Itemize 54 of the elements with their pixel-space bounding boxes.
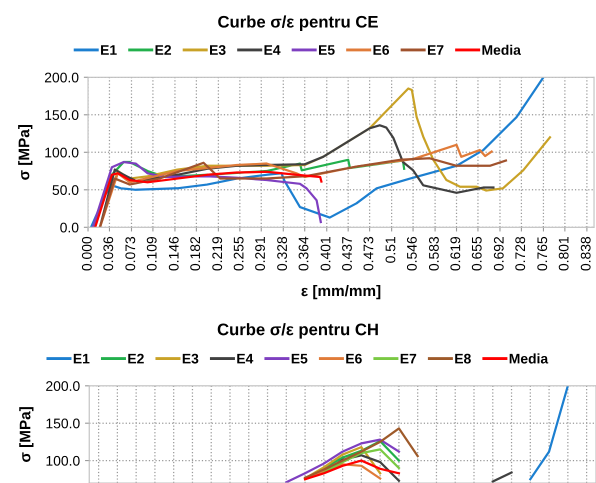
x-tick-label: 0.291 [255, 237, 265, 271]
x-tick-label: 0.146 [168, 236, 179, 271]
x-tick-label: 0.838 [580, 236, 591, 271]
legend-label: Media [510, 353, 548, 364]
legend-label: E2 [156, 45, 172, 55]
legend-label: E3 [210, 45, 226, 55]
x-tick-label: 0.619 [450, 236, 460, 271]
x-tick-label: 0.182 [190, 237, 200, 271]
x-tick-label: 0.728 [515, 236, 526, 271]
x-tick-label: 0.219 [212, 236, 222, 271]
x-tick-label: 0.801 [558, 237, 569, 271]
legend-label: E4 [237, 354, 254, 364]
legend-label: E6 [346, 354, 362, 364]
y-axis-title: σ [MPa] [18, 125, 32, 180]
y-tick-label: 200.0 [44, 72, 78, 82]
x-tick-label: 0.109 [146, 236, 157, 271]
legend-label: E5 [318, 45, 335, 55]
y-tick-label: 200.0 [46, 381, 80, 391]
legend-label: E6 [373, 45, 390, 55]
y-tick-label: 50.0 [52, 185, 78, 195]
x-tick-label: 0.073 [125, 236, 136, 271]
x-tick-label: 0.583 [428, 236, 439, 271]
chart-title: Curbe σ/ε pentru CE [218, 15, 378, 31]
legend-label: E7 [400, 354, 416, 364]
x-tick-label: 0.765 [537, 236, 548, 271]
x-tick-label: 0.328 [277, 236, 288, 271]
y-axis-title: σ [MPa] [19, 407, 34, 462]
x-tick-label: 0.546 [406, 236, 417, 271]
legend-label: E5 [292, 354, 308, 364]
legend-label: E1 [74, 354, 90, 364]
legend-label: E2 [128, 354, 144, 364]
y-tick-label: 100.0 [45, 148, 78, 158]
x-tick-label: 0.364 [298, 236, 308, 271]
legend-label: E1 [101, 45, 117, 55]
legend-label: E7 [428, 45, 444, 55]
y-tick-label: 150.0 [45, 110, 78, 120]
y-tick-label: 150.0 [46, 418, 80, 428]
chart-title: Curbe σ/ε pentru CH [218, 323, 378, 339]
x-tick-label: 0.437 [342, 237, 352, 271]
x-tick-label: 0.255 [234, 236, 244, 271]
legend-label: Media [482, 44, 521, 55]
y-tick-label: 0.0 [60, 222, 78, 232]
x-axis-title: ε [mm/mm] [301, 284, 380, 300]
x-tick-label: 0.473 [364, 236, 374, 271]
y-tick-label: 100.0 [46, 456, 80, 466]
x-tick-label: 0.036 [103, 236, 114, 271]
x-tick-label: 0.692 [494, 237, 504, 271]
legend-label: E4 [264, 45, 280, 55]
x-tick-label: 0.655 [472, 236, 482, 271]
x-tick-label: 0.401 [320, 237, 330, 271]
legend-label: E8 [455, 354, 471, 364]
x-tick-label: 0.51 [386, 237, 396, 263]
legend-label: E3 [182, 354, 198, 364]
x-tick-label: 0.000 [82, 236, 92, 271]
